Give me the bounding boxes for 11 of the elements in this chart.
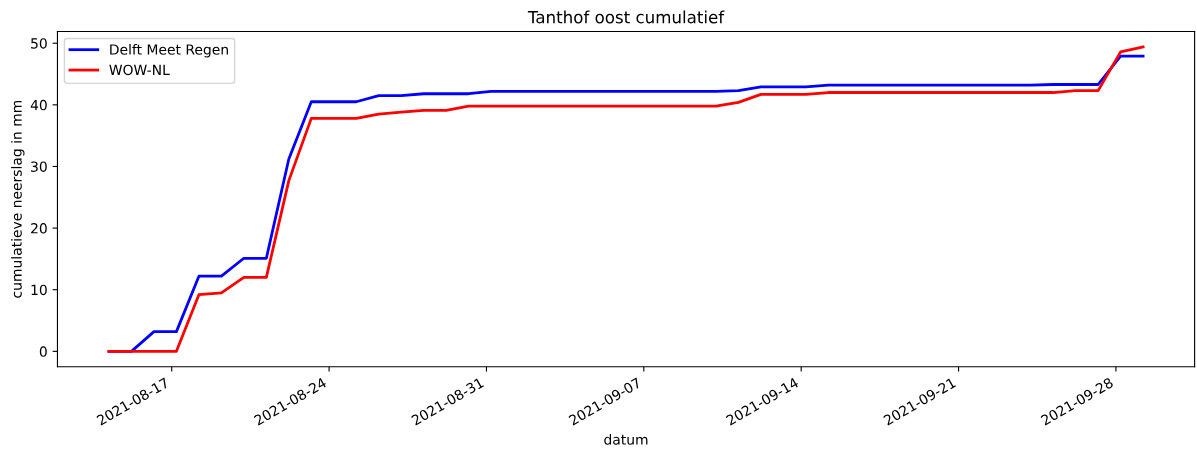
legend-label: WOW-NL: [109, 64, 170, 76]
y-axis-title: cumulatieve neerslag in mm: [11, 100, 25, 298]
y-tick-label: 20: [31, 223, 47, 234]
legend-label: Delft Meet Regen: [110, 44, 228, 58]
y-tick-label: 10: [31, 284, 47, 296]
x-axis-title: datum: [604, 434, 648, 445]
chart-title: Tanthof oost cumulatief: [527, 10, 725, 24]
y-tick-label: 0: [39, 346, 47, 357]
y-tick-label: 30: [31, 161, 47, 172]
y-tick-label: 40: [30, 99, 47, 111]
y-tick-label: 50: [31, 38, 47, 49]
